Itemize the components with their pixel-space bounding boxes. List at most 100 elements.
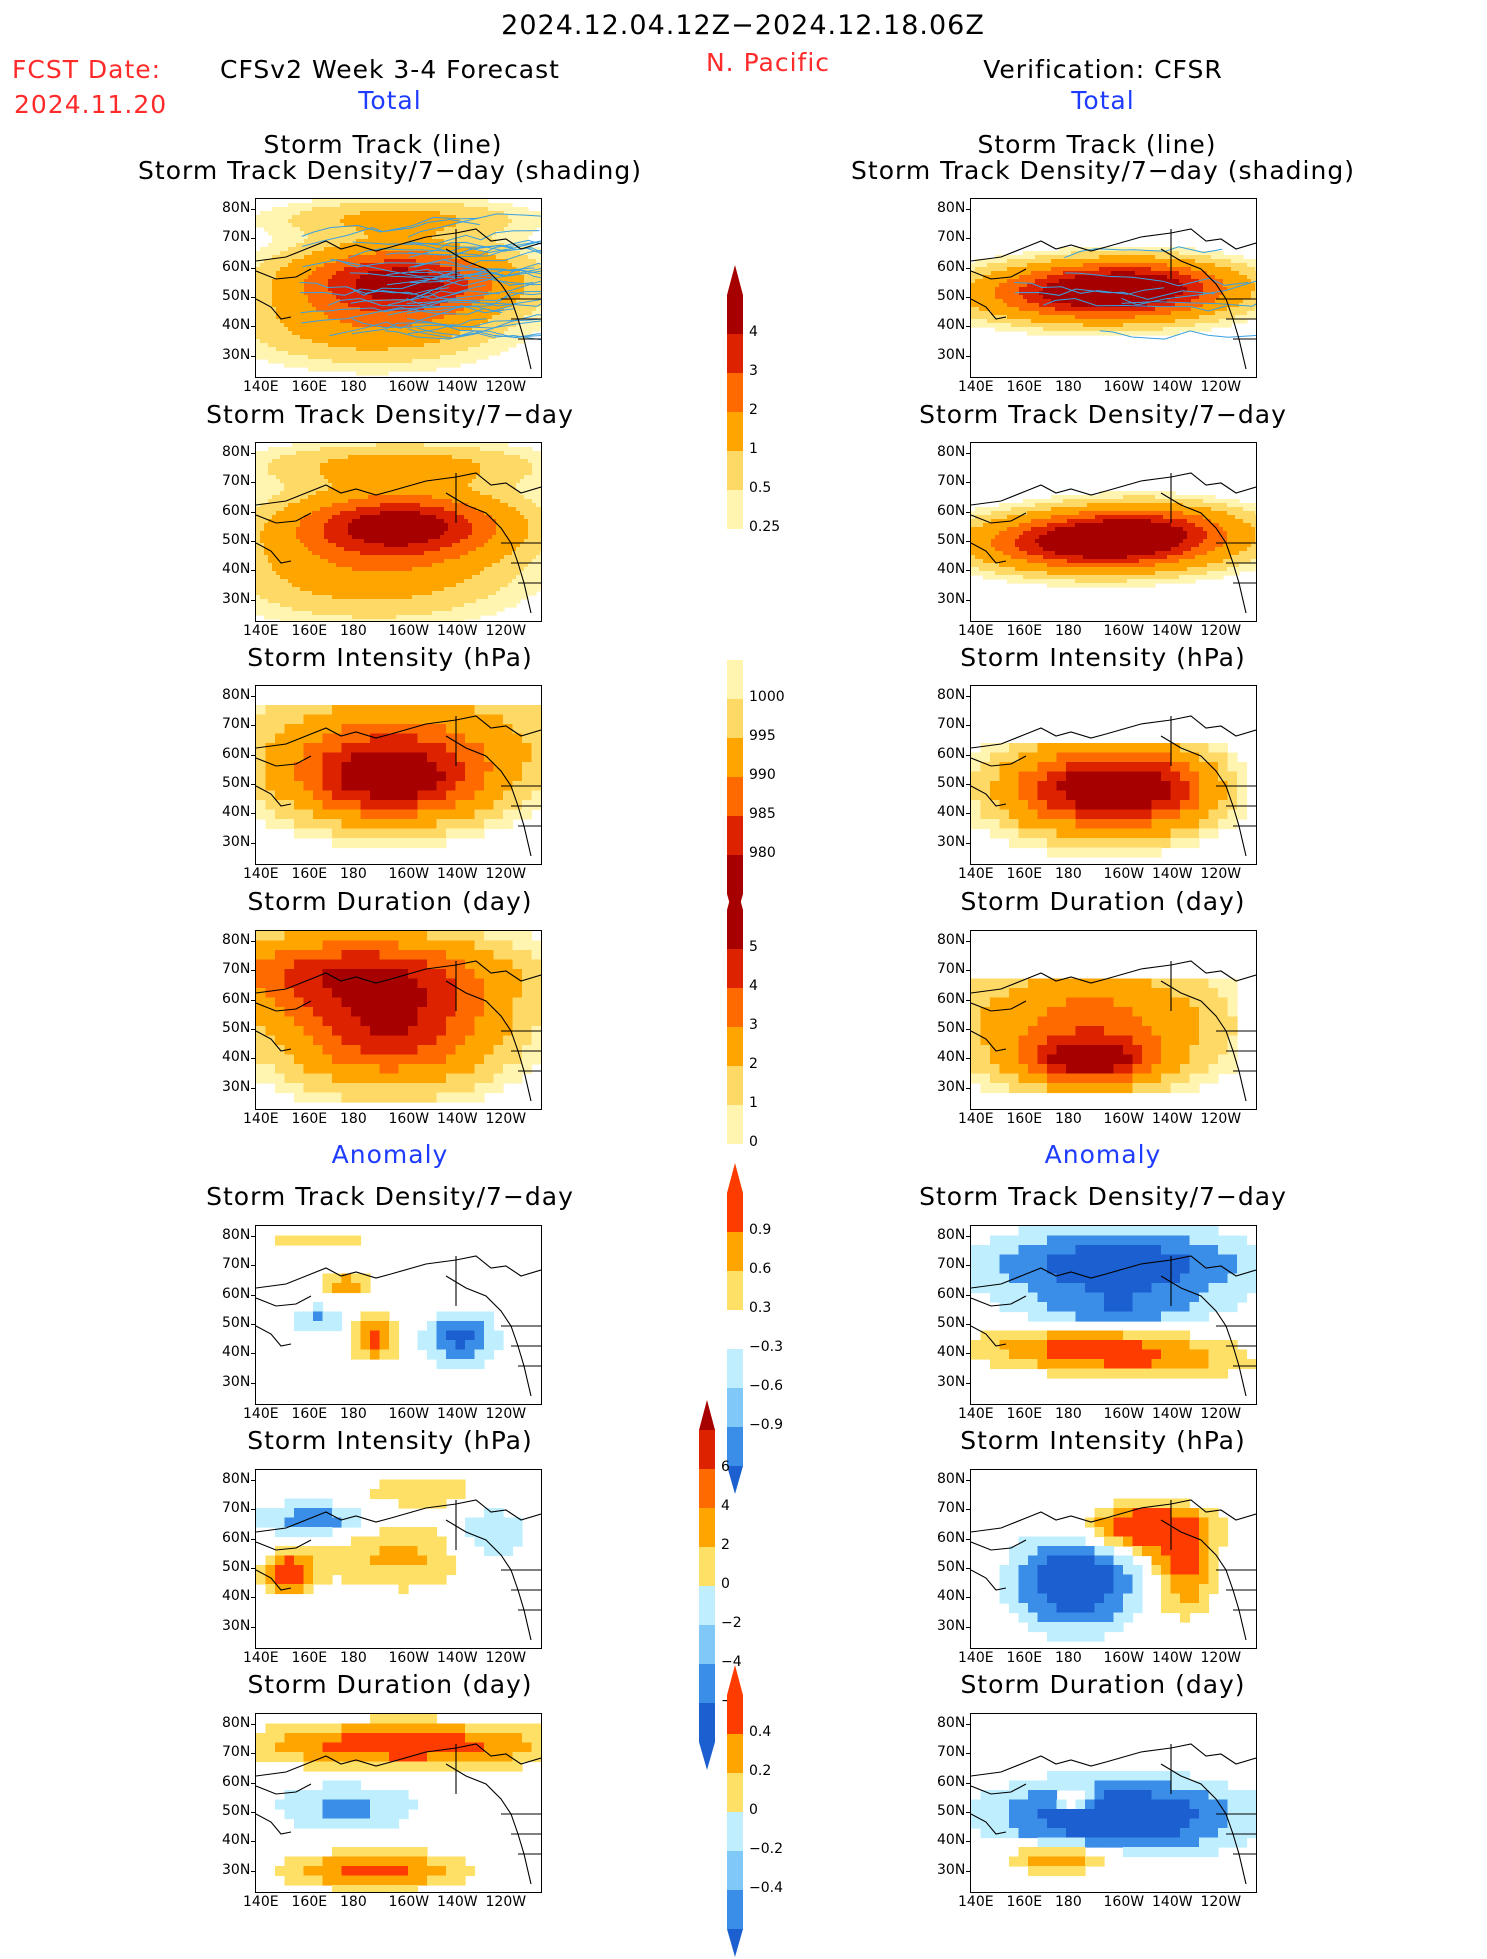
- colorbar-label: 1: [749, 1095, 758, 1111]
- lat-tick: [251, 600, 256, 601]
- panel-title-fc-anom-duration: Storm Duration (day): [247, 1670, 532, 1699]
- lon-tick-label: 140W: [1152, 1894, 1193, 1910]
- lat-tick-label: 70N: [937, 473, 965, 489]
- lat-tick: [966, 297, 971, 298]
- lat-tick-label: 80N: [222, 687, 250, 703]
- colorbar-segment: [727, 949, 743, 988]
- lat-tick: [251, 1000, 256, 1001]
- lat-tick: [251, 843, 256, 844]
- lat-tick-label: 50N: [937, 775, 965, 791]
- lon-tick-label: 140E: [243, 1894, 279, 1910]
- colorbar-segment: [727, 1734, 743, 1773]
- lat-tick: [251, 1058, 256, 1059]
- lon-tick-label: 160E: [1007, 1650, 1043, 1666]
- lat-tick: [251, 1324, 256, 1325]
- lat-tick-label: 60N: [222, 503, 250, 519]
- lat-tick-label: 40N: [222, 561, 250, 577]
- lat-tick-label: 60N: [937, 1286, 965, 1302]
- colorbar-segment: [727, 1271, 743, 1310]
- lat-tick: [966, 1627, 971, 1628]
- lat-tick: [251, 326, 256, 327]
- colorbar-segment: [727, 1773, 743, 1812]
- lat-tick: [251, 1724, 256, 1725]
- lon-tick-label: 140W: [437, 1111, 478, 1127]
- lat-tick: [966, 1058, 971, 1059]
- coastline: [1216, 1570, 1256, 1610]
- lat-tick: [966, 1597, 971, 1598]
- lon-tick-label: 120W: [486, 379, 527, 395]
- colorbar-segment: [727, 1066, 743, 1105]
- lat-tick-label: 60N: [222, 1286, 250, 1302]
- lat-tick-label: 60N: [937, 746, 965, 762]
- colorbar-label: 2: [749, 1056, 758, 1072]
- lat-tick: [966, 453, 971, 454]
- lon-tick-label: 180: [340, 1894, 367, 1910]
- colorbar-label: 0.3: [749, 1300, 771, 1316]
- colorbar-segment: [727, 660, 743, 699]
- panel-title-ob-anom-duration: Storm Duration (day): [960, 1670, 1245, 1699]
- lat-tick-label: 60N: [222, 1530, 250, 1546]
- lat-tick-label: 30N: [937, 834, 965, 850]
- lat-tick-label: 40N: [222, 1049, 250, 1065]
- lat-tick: [251, 512, 256, 513]
- lat-tick: [966, 1724, 971, 1725]
- lat-tick-label: 40N: [937, 317, 965, 333]
- lon-tick-label: 140E: [958, 866, 994, 882]
- colorbar-label: 6: [721, 1459, 730, 1475]
- lat-tick: [966, 600, 971, 601]
- panel-title-ob-anom-density: Storm Track Density/7−day: [919, 1182, 1287, 1211]
- fcst-date: 2024.11.20: [14, 90, 167, 119]
- heatmap-cells: [256, 1714, 541, 1892]
- colorbar-segment: [699, 1664, 715, 1703]
- left-total-label: Total: [358, 86, 421, 115]
- lon-tick-label: 140E: [243, 379, 279, 395]
- lon-tick-label: 140E: [958, 1650, 994, 1666]
- lat-tick: [251, 541, 256, 542]
- colorbar-label: 4: [749, 324, 758, 340]
- lon-tick-label: 160W: [1104, 1894, 1145, 1910]
- left-anomaly-label: Anomaly: [332, 1140, 449, 1169]
- colorbar-label: 980: [749, 845, 776, 861]
- lon-tick-label: 140W: [1152, 1111, 1193, 1127]
- colorbar-segment: [727, 699, 743, 738]
- lat-tick: [251, 1029, 256, 1030]
- panel-title-fc-duration: Storm Duration (day): [247, 887, 532, 916]
- lat-tick-label: 70N: [222, 229, 250, 245]
- heatmap-cells: [275, 1236, 504, 1370]
- lat-tick: [251, 1783, 256, 1784]
- lat-tick-label: 30N: [937, 347, 965, 363]
- lat-tick-label: 30N: [222, 1374, 250, 1390]
- lat-tick: [251, 209, 256, 210]
- lat-tick: [251, 1812, 256, 1813]
- coastline: [1106, 716, 1256, 736]
- coastline: [501, 1814, 541, 1854]
- right-anomaly-label: Anomaly: [1045, 1140, 1162, 1169]
- lat-tick-label: 30N: [937, 1374, 965, 1390]
- colorbar-segment: [699, 1547, 715, 1586]
- coastline: [256, 1326, 291, 1346]
- lat-tick-label: 70N: [222, 1744, 250, 1760]
- lon-tick-label: 160W: [389, 623, 430, 639]
- lat-tick-label: 80N: [937, 1471, 965, 1487]
- lat-tick: [251, 1753, 256, 1754]
- colorbar-label: 0.4: [749, 1724, 771, 1740]
- lon-tick-label: 120W: [486, 623, 527, 639]
- lon-tick-label: 160E: [1007, 623, 1043, 639]
- lat-tick: [251, 297, 256, 298]
- lat-tick-label: 80N: [937, 1715, 965, 1731]
- colorbar-label: 4: [721, 1498, 730, 1514]
- colorbar-label: 0.9: [749, 1222, 771, 1238]
- lat-tick: [251, 1627, 256, 1628]
- lon-tick-label: 180: [340, 623, 367, 639]
- lon-tick-label: 180: [340, 1111, 367, 1127]
- lon-tick-label: 160E: [292, 1650, 328, 1666]
- lat-tick-label: 80N: [937, 687, 965, 703]
- lon-tick-label: 160W: [1104, 1111, 1145, 1127]
- lat-tick: [966, 1480, 971, 1481]
- colorbar-label: −0.6: [749, 1378, 783, 1394]
- lat-tick: [251, 1841, 256, 1842]
- colorbar-segment: [727, 777, 743, 816]
- lon-tick-label: 140E: [243, 1406, 279, 1422]
- panel-title-ob-duration: Storm Duration (day): [960, 887, 1245, 916]
- lon-tick-label: 120W: [486, 1650, 527, 1666]
